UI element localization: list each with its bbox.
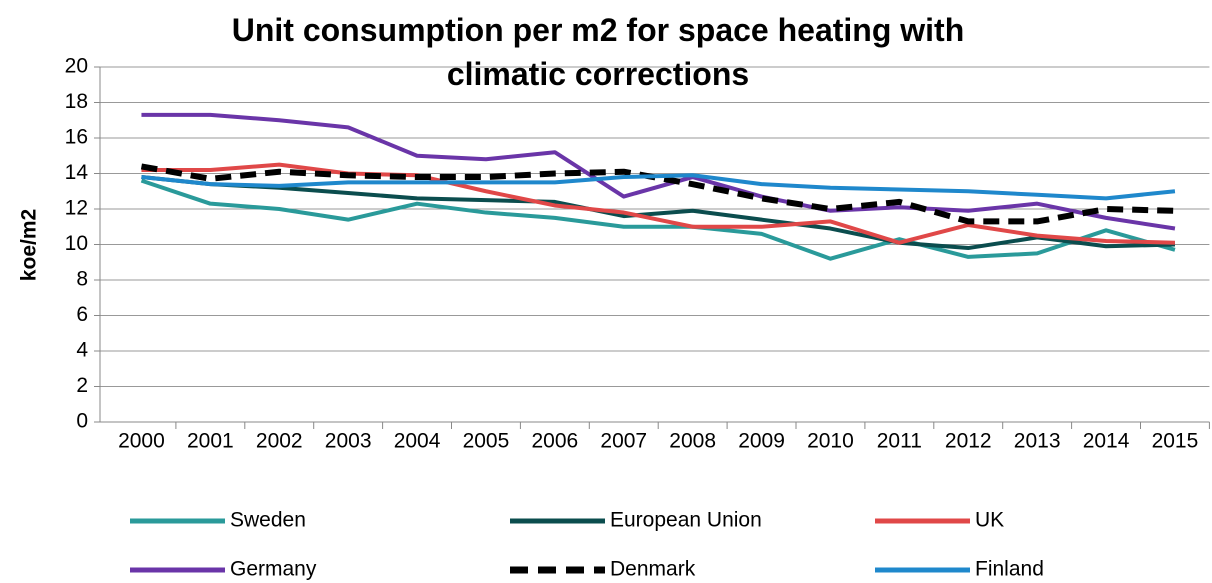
y-tick-label: 8 [76, 268, 88, 291]
line-series [141, 175, 1176, 251]
x-tick-label: 2000 [118, 430, 165, 453]
x-tick-label: 2006 [531, 430, 578, 453]
line-series [141, 112, 1176, 231]
chart-title: Unit consumption per m2 for space heatin… [231, 12, 965, 92]
y-tick-label: 0 [76, 410, 88, 433]
line-series [140, 178, 1176, 261]
x-tick-label: 2012 [945, 430, 992, 453]
y-tick-label: 4 [76, 339, 88, 362]
legend-label: UK [975, 509, 1004, 532]
x-tick-label: 2007 [600, 430, 647, 453]
y-tick-label: 12 [65, 197, 88, 220]
x-tick-label: 2004 [394, 430, 441, 453]
x-tick-label: 2011 [877, 430, 922, 453]
x-tick-label: 2002 [256, 430, 303, 453]
legend-label: Germany [230, 558, 317, 581]
legend-label: Sweden [230, 509, 306, 532]
line-series [141, 173, 1176, 201]
x-tick-label: 2015 [1152, 430, 1199, 453]
y-tick-label: 2 [76, 374, 88, 397]
y-tick-label: 18 [65, 90, 88, 113]
legend-label: Denmark [610, 558, 696, 581]
y-tick-label: 16 [65, 126, 88, 149]
x-tick-label: 2014 [1083, 430, 1130, 453]
y-tick-label: 14 [65, 161, 89, 184]
y-axis-label: koe/m2 [18, 209, 41, 281]
y-tick-label: 20 [65, 55, 88, 78]
legend-label: European Union [610, 509, 762, 532]
x-tick-label: 2001 [187, 430, 234, 453]
y-tick-label: 10 [65, 232, 88, 255]
x-tick-label: 2009 [738, 430, 785, 453]
x-tick-label: 2008 [669, 430, 716, 453]
x-tick-label: 2005 [463, 430, 510, 453]
line-series [141, 162, 1176, 245]
x-tick-label: 2003 [325, 430, 372, 453]
x-tick-label: 2013 [1014, 430, 1061, 453]
x-tick-label: 2010 [807, 430, 854, 453]
legend-label: Finland [975, 558, 1044, 581]
y-tick-label: 6 [76, 303, 88, 326]
